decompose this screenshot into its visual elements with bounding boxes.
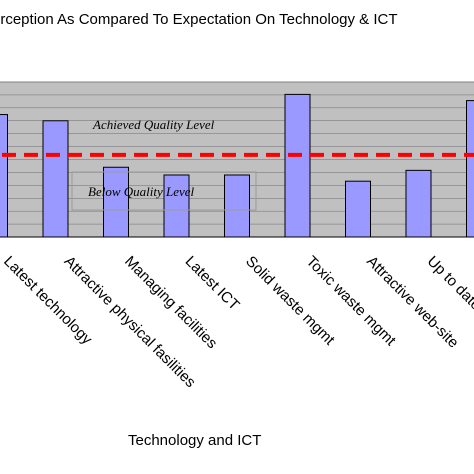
x-tick-label: Latest ICT [182,253,243,314]
below-quality-box [71,171,257,211]
below-quality-label: Below Quality Level [88,184,195,199]
bar [224,174,250,238]
bar [163,174,190,238]
bar [42,120,69,238]
bars [0,93,474,238]
achieved-quality-label: Achieved Quality Level [92,117,215,132]
bar [284,93,311,238]
x-axis-title: Technology and ICT [128,432,261,449]
bar [466,100,474,238]
bar [0,114,8,238]
bar [405,169,432,238]
bar [345,180,371,238]
chart-title: Perception As Compared To Expectation On… [0,11,398,28]
bar [103,166,129,238]
